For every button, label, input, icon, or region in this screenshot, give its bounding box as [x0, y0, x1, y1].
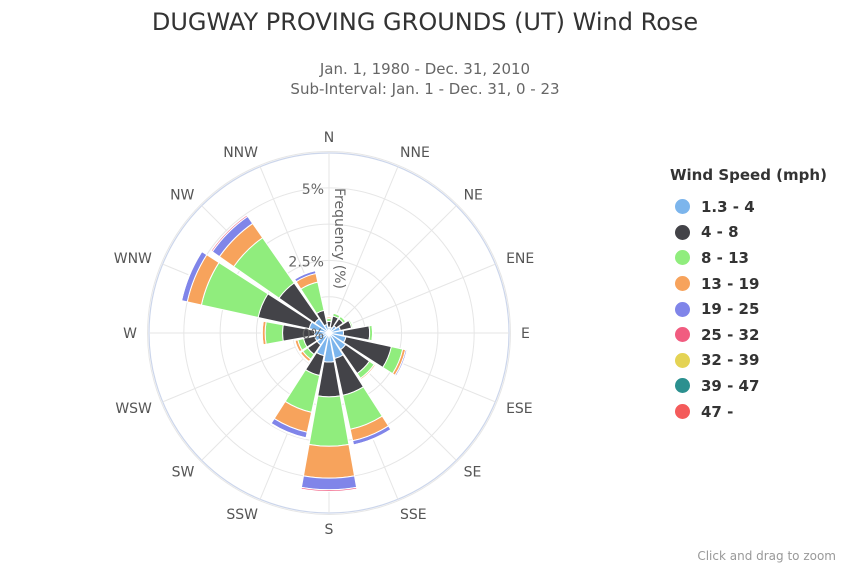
direction-label-WSW: WSW — [115, 401, 152, 417]
direction-label-SE: SE — [464, 465, 482, 481]
direction-label-E: E — [521, 326, 530, 342]
bar-W-19-25 — [260, 320, 264, 346]
legend-item[interactable]: 13 - 19 — [670, 271, 827, 297]
legend-swatch — [675, 301, 690, 317]
bar-S-25-32 — [300, 486, 358, 493]
radial-tick-label: 0% — [302, 327, 324, 343]
chart-subtitle-sub-interval: Sub-Interval: Jan. 1 - Dec. 31, 0 - 23 — [290, 80, 560, 98]
bar-E-19-25 — [371, 324, 374, 342]
bar-W-8-13 — [264, 321, 284, 345]
legend-swatch — [675, 352, 690, 368]
direction-label-NNE: NNE — [400, 145, 430, 161]
direction-label-W: W — [123, 326, 137, 342]
radial-tick-label: 5% — [302, 182, 324, 198]
bar-NNW-25-32 — [293, 269, 316, 280]
legend-label: 1.3 - 4 — [701, 197, 755, 216]
radial-axis-title: Frequency (%) — [331, 188, 347, 289]
direction-label-NW: NW — [170, 187, 194, 203]
legend-item[interactable]: 4 - 8 — [670, 220, 827, 246]
bar-ESE-25-32 — [395, 349, 408, 377]
chart-title: DUGWAY PROVING GROUNDS (UT) Wind Rose — [151, 8, 699, 36]
legend-label: 47 - — [701, 402, 734, 421]
bar-NE-19-25 — [340, 314, 348, 322]
legend-item[interactable]: 19 - 25 — [670, 296, 827, 322]
bar-ENE-19-25 — [349, 318, 355, 329]
legend: Wind Speed (mph) 1.3 - 4 4 - 8 8 - 13 13 - … — [670, 166, 827, 424]
bar-WNW-25-32 — [180, 250, 203, 302]
spoke-gridline — [328, 263, 496, 334]
legend-label: 39 - 47 — [701, 376, 760, 395]
radial-tick-label: 2.5% — [288, 254, 324, 270]
direction-label-N: N — [324, 130, 334, 146]
legend-label: 19 - 25 — [701, 300, 760, 319]
legend-swatch — [675, 250, 690, 266]
legend-swatch — [675, 199, 690, 215]
direction-label-SSE: SSE — [400, 507, 427, 523]
spoke-gridline — [328, 166, 399, 334]
bar-S-8-13 — [308, 395, 350, 447]
legend-item[interactable]: 47 - — [670, 399, 827, 425]
zoom-hint: Click and drag to zoom — [697, 549, 836, 563]
bar-SE-19-25 — [360, 364, 377, 381]
radial-gridline — [147, 151, 511, 515]
legend-swatch — [675, 378, 690, 394]
bar-N-25-32 — [325, 315, 333, 318]
bar-SSW-25-32 — [269, 422, 307, 440]
legend-swatch — [675, 404, 690, 420]
bar-NNE-19-25 — [332, 311, 342, 317]
legend-swatch — [675, 276, 690, 292]
legend-label: 32 - 39 — [701, 351, 760, 370]
legend-swatch — [675, 327, 690, 343]
direction-label-SSW: SSW — [226, 507, 258, 523]
bar-SSE-25-32 — [352, 428, 392, 447]
legend-label: 25 - 32 — [701, 325, 760, 344]
legend-label: 13 - 19 — [701, 274, 760, 293]
direction-label-WNW: WNW — [114, 251, 152, 267]
legend-item[interactable]: 25 - 32 — [670, 322, 827, 348]
legend-swatch — [675, 224, 690, 240]
direction-label-ENE: ENE — [506, 251, 534, 267]
bar-SW-19-25 — [299, 352, 310, 363]
legend-item[interactable]: 1.3 - 4 — [670, 194, 827, 220]
legend-title: Wind Speed (mph) — [670, 166, 827, 184]
direction-label-NNW: NNW — [223, 145, 258, 161]
legend-label: 4 - 8 — [701, 223, 739, 242]
spoke-gridline — [328, 205, 457, 334]
legend-item[interactable]: 8 - 13 — [670, 245, 827, 271]
direction-label-SW: SW — [172, 465, 195, 481]
direction-label-ESE: ESE — [506, 401, 533, 417]
legend-label: 8 - 13 — [701, 248, 749, 267]
legend-item[interactable]: 39 - 47 — [670, 373, 827, 399]
bar-NW-25-32 — [210, 214, 249, 253]
direction-label-NE: NE — [464, 187, 483, 203]
chart-subtitle-date-range: Jan. 1, 1980 - Dec. 31, 2010 — [319, 60, 531, 78]
bar-WSW-19-25 — [293, 339, 301, 353]
bar-S-13-19 — [302, 443, 356, 479]
direction-label-S: S — [325, 522, 334, 538]
legend-item[interactable]: 32 - 39 — [670, 348, 827, 374]
bar-S-19-25 — [300, 475, 358, 491]
